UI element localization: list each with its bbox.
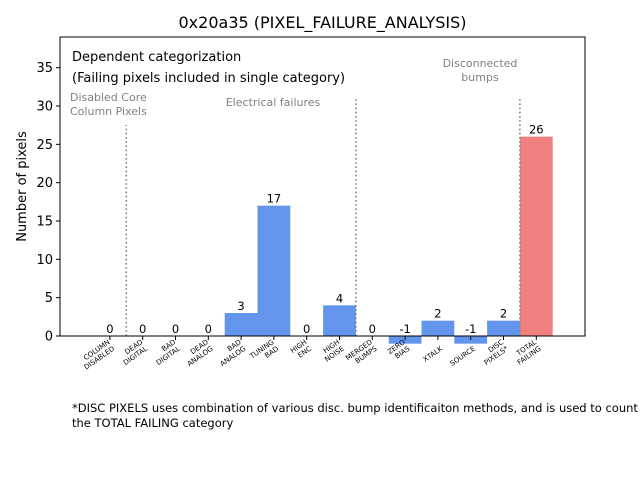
bar-bad-analog: [224, 313, 258, 336]
annotation-disabled-core: Disabled Core Column Pixels: [70, 91, 147, 118]
value-label-high-noise: 4: [336, 291, 343, 305]
annotation-electrical: Electrical failures: [226, 96, 321, 109]
annotation-disconnected: Disconnected bumps: [443, 57, 518, 84]
x-tick-label-high-enc: HIGHENC: [289, 338, 313, 362]
y-axis: 0 5 10 15 20 25 30 35: [36, 61, 60, 345]
value-label-dead-analog: 0: [205, 322, 212, 336]
bar-high-noise: [323, 305, 356, 336]
bar-xtalk: [421, 320, 455, 336]
x-tick-label-dead-digital: DEADDIGITAL: [117, 338, 149, 367]
axes-frame: [59, 36, 586, 337]
y-tick-label: 25: [36, 138, 53, 153]
value-label-bad-digital: 0: [172, 322, 179, 336]
y-tick-label: 10: [36, 253, 53, 268]
x-tick-label-source: SOURCE: [449, 345, 477, 368]
x-tick-label-dead-analog: DEADANALOG: [181, 338, 214, 368]
separators-layer: [125, 96, 521, 336]
x-tick-label-merged-bumps: MERGEDBUMPS: [344, 338, 379, 369]
chart-title: 0x20a35 (PIXEL_FAILURE_ANALYSIS): [179, 13, 467, 33]
bar-disc-pixels: [487, 320, 520, 336]
x-tick-label-column-disabled: COLUMNDISABLED: [78, 338, 116, 371]
y-tick-label: 5: [45, 291, 53, 306]
x-tick-label-xtalk: XTALK: [422, 344, 445, 363]
value-label-merged-bumps: 0: [369, 322, 376, 336]
y-tick-label: 0: [45, 330, 53, 345]
annotation-failing-note: (Failing pixels included in single categ…: [72, 71, 345, 86]
value-label-dead-digital: 0: [139, 322, 146, 336]
y-tick-label: 15: [36, 215, 53, 230]
x-tick-label-tuning-bad: TUNINGBAD: [248, 338, 280, 367]
x-tick-label-total-failing: TOTALFAILING: [511, 338, 542, 367]
x-tick-label-high-noise: HIGHNOISE: [319, 338, 346, 364]
y-tick-label: 20: [36, 176, 53, 191]
bar-total-failing: [519, 136, 553, 336]
value-label-bad-analog: 3: [237, 299, 244, 313]
value-label-column-disabled: 0: [106, 322, 113, 336]
y-tick-label: 30: [36, 100, 53, 115]
value-label-high-enc: 0: [303, 322, 310, 336]
bar-tuning-bad: [257, 205, 291, 336]
value-label-source: -1: [465, 322, 476, 336]
y-axis-label: Number of pixels: [15, 131, 30, 242]
value-label-disc-pixels: 2: [500, 307, 507, 321]
y-tick-label: 35: [36, 61, 53, 76]
bars-layer: [224, 136, 553, 344]
value-label-xtalk: 2: [434, 307, 441, 321]
footnote: *DISC PIXELS uses combination of various…: [72, 401, 638, 430]
x-tick-label-bad-digital: BADDIGITAL: [150, 338, 182, 367]
annotations-layer: Dependent categorization (Failing pixels …: [70, 50, 517, 118]
data-labels-layer: 0 0 0 0 3 17 0 4 0 -1 2 -1 2 26: [106, 123, 543, 336]
annotation-dependent: Dependent categorization: [72, 50, 241, 65]
value-label-zero-bias: -1: [399, 322, 410, 336]
x-tick-label-bad-analog: BADANALOG: [214, 338, 247, 368]
value-label-tuning-bad: 17: [267, 192, 282, 206]
value-label-total-failing: 26: [529, 123, 544, 137]
